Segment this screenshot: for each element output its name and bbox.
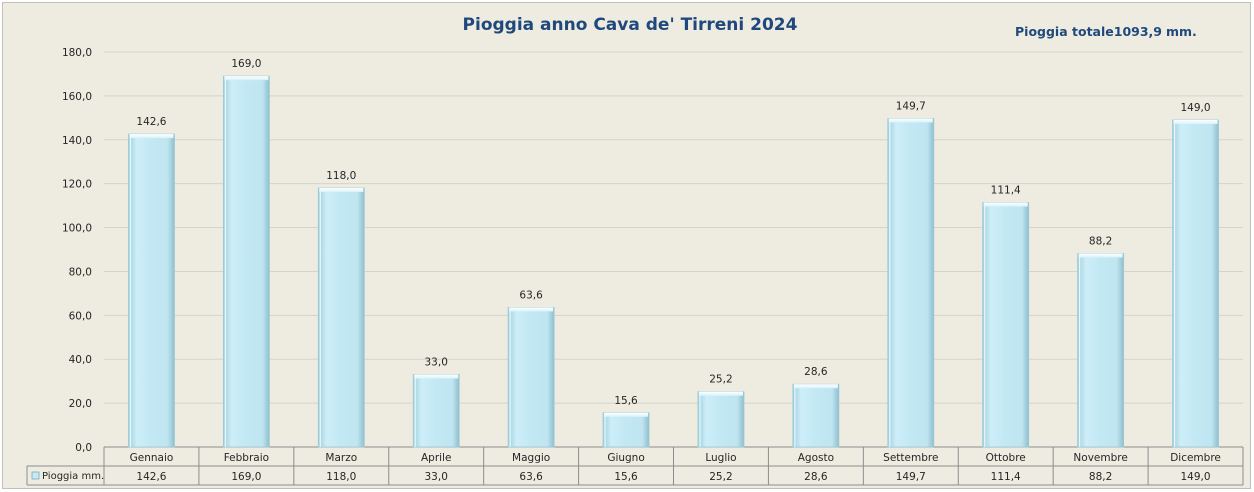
x-category-label: Maggio: [512, 452, 550, 464]
x-category-label: Giugno: [607, 452, 644, 464]
y-tick-label: 120,0: [62, 179, 92, 191]
total-rainfall-label: Pioggia totale: [1015, 24, 1114, 39]
y-tick-label: 40,0: [69, 354, 92, 366]
y-tick-label: 160,0: [62, 91, 92, 103]
bar-body: [128, 133, 175, 448]
bar-cap: [1173, 120, 1218, 125]
data-label: 118,0: [326, 170, 356, 182]
data-table: Gennaio 142,6 Febbraio 169,0 Marzo 118,0 April…: [26, 447, 1244, 486]
x-category-label: Aprile: [421, 452, 451, 464]
bar-body: [412, 374, 460, 448]
y-tick-label: 80,0: [69, 266, 92, 278]
data-label: 149,7: [896, 100, 926, 112]
bar-cap: [414, 374, 459, 379]
chart-title: Pioggia anno Cava de' Tirreni 2024: [463, 15, 798, 35]
table-cell-value: 169,0: [231, 471, 261, 483]
table-cell-value: 63,6: [519, 471, 543, 483]
x-category-label: Febbraio: [224, 452, 269, 464]
bar-cap: [698, 391, 743, 396]
data-label: 63,6: [519, 289, 543, 301]
bar-febbraio: [222, 75, 270, 448]
bar-body: [1172, 119, 1219, 448]
bar-dicembre: [1172, 119, 1219, 448]
bar-cap: [319, 188, 364, 193]
bar-cap: [129, 134, 174, 139]
table-cell-value: 88,2: [1089, 471, 1112, 483]
bar-agosto: [792, 383, 840, 448]
x-category-label: Dicembre: [1170, 452, 1221, 464]
bar-cap: [509, 307, 554, 312]
bar-maggio: [507, 307, 555, 448]
x-category-label: Novembre: [1073, 452, 1127, 464]
table-cell-value: 142,6: [136, 471, 166, 483]
bar-cap: [224, 76, 269, 81]
legend-series-name: Pioggia mm.: [42, 471, 104, 482]
y-tick-label: 20,0: [69, 398, 92, 410]
table-cell-value: 15,6: [614, 471, 638, 483]
bar-cap: [604, 412, 649, 417]
total-rainfall: Pioggia totale1093,9 mm.: [1015, 24, 1197, 39]
total-rainfall-value: 1093,9: [1114, 24, 1162, 39]
x-category-label: Gennaio: [130, 452, 174, 464]
y-tick-label: 0,0: [75, 442, 92, 454]
table-cell-value: 111,4: [991, 471, 1021, 483]
y-tick-label: 60,0: [69, 310, 92, 322]
bar-gennaio: [128, 133, 175, 448]
table-cell-value: 118,0: [326, 471, 356, 483]
x-category-label: Agosto: [798, 452, 834, 464]
table-cell-value: 149,0: [1181, 471, 1211, 483]
bar-body: [982, 202, 1030, 448]
data-label: 149,0: [1181, 102, 1211, 114]
bar-marzo: [317, 187, 365, 448]
total-rainfall-unit: mm.: [1166, 24, 1197, 39]
bar-body: [602, 412, 650, 448]
table-cell-value: 28,6: [804, 471, 828, 483]
bar-ottobre: [982, 202, 1030, 448]
data-label: 142,6: [136, 116, 166, 128]
bars: [128, 75, 1219, 448]
table-cell-value: 33,0: [425, 471, 448, 483]
bar-cap: [1078, 253, 1123, 258]
y-tick-label: 100,0: [62, 223, 92, 235]
bar-body: [222, 75, 270, 448]
legend-key: [31, 471, 40, 480]
bar-body: [792, 383, 840, 448]
x-category-label: Marzo: [325, 452, 357, 464]
bar-cap: [888, 118, 933, 123]
data-label: 33,0: [425, 357, 448, 369]
bar-giugno: [602, 412, 650, 448]
bar-body: [507, 307, 555, 448]
bar-cap: [983, 202, 1028, 207]
bar-body: [887, 118, 935, 448]
bar-settembre: [887, 118, 935, 448]
data-label: 25,2: [709, 374, 732, 386]
data-label: 111,4: [991, 185, 1021, 197]
table-cell-value: 149,7: [896, 471, 926, 483]
x-category-label: Luglio: [705, 452, 736, 464]
gridlines: [104, 51, 1243, 448]
data-label: 28,6: [804, 366, 828, 378]
bar-body: [697, 391, 745, 448]
chart-svg: Pioggia anno Cava de' Tirreni 2024 Piogg…: [26, 15, 1244, 486]
y-tick-label: 180,0: [62, 47, 92, 59]
data-label: 15,6: [614, 395, 638, 407]
x-category-label: Settembre: [883, 452, 938, 464]
data-label: 169,0: [231, 58, 261, 70]
data-labels: 142,6 169,0 118,0 33,0 63,6 15,6 25,2 28,6 149,7…: [136, 58, 1210, 407]
bar-novembre: [1077, 253, 1125, 448]
y-axis: 0,0 20,0 40,0 60,0 80,0 100,0 120,0 140,0 160,0 1…: [62, 47, 92, 454]
bar-body: [1077, 253, 1125, 448]
y-tick-label: 140,0: [62, 135, 92, 147]
data-label: 88,2: [1089, 235, 1112, 247]
bar-cap: [793, 384, 838, 389]
bar-aprile: [412, 374, 460, 448]
x-category-label: Ottobre: [986, 452, 1026, 464]
bar-body: [317, 187, 365, 448]
table-cell-value: 25,2: [709, 471, 732, 483]
bar-luglio: [697, 391, 745, 448]
